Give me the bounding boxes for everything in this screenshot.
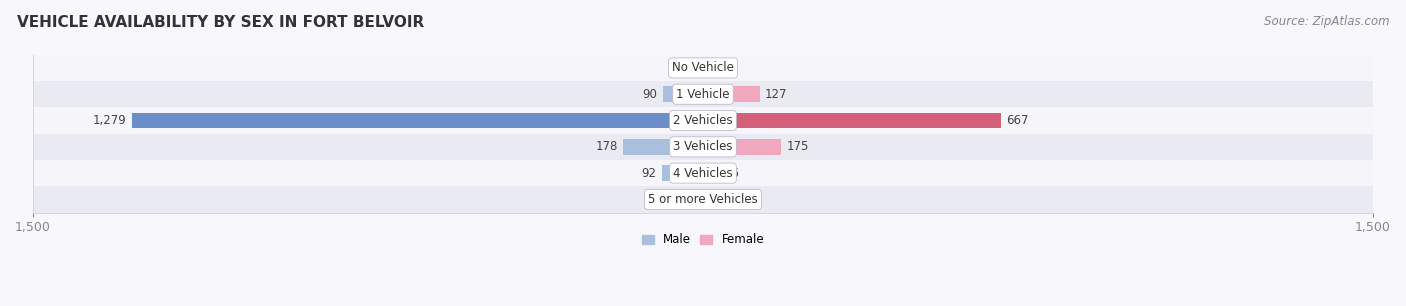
Bar	[32, 55, 1374, 81]
Bar	[662, 165, 703, 181]
Bar	[703, 60, 714, 76]
Legend: Male, Female: Male, Female	[637, 228, 769, 251]
Text: 5 or more Vehicles: 5 or more Vehicles	[648, 193, 758, 206]
Text: 90: 90	[643, 88, 658, 101]
Text: VEHICLE AVAILABILITY BY SEX IN FORT BELVOIR: VEHICLE AVAILABILITY BY SEX IN FORT BELV…	[17, 15, 425, 30]
Bar	[692, 60, 703, 76]
Bar	[32, 81, 1374, 107]
Bar	[32, 107, 1374, 134]
Text: 667: 667	[1007, 114, 1029, 127]
Bar	[623, 139, 703, 155]
Bar	[32, 160, 1374, 186]
Text: 1 Vehicle: 1 Vehicle	[676, 88, 730, 101]
Text: 0: 0	[689, 193, 696, 206]
Text: No Vehicle: No Vehicle	[672, 62, 734, 74]
Text: 0: 0	[710, 193, 717, 206]
Text: 178: 178	[596, 140, 619, 153]
Text: 4 Vehicles: 4 Vehicles	[673, 167, 733, 180]
Bar	[32, 186, 1374, 213]
Text: 127: 127	[765, 88, 787, 101]
Bar	[132, 113, 703, 129]
Bar	[703, 86, 759, 102]
Text: 175: 175	[786, 140, 808, 153]
Text: 2 Vehicles: 2 Vehicles	[673, 114, 733, 127]
Text: 3 Vehicles: 3 Vehicles	[673, 140, 733, 153]
Text: 1,279: 1,279	[93, 114, 127, 127]
Bar	[662, 86, 703, 102]
Bar	[32, 134, 1374, 160]
Bar	[703, 113, 1001, 129]
Text: Source: ZipAtlas.com: Source: ZipAtlas.com	[1264, 15, 1389, 28]
Text: 92: 92	[641, 167, 657, 180]
Text: 36: 36	[724, 167, 740, 180]
Bar	[703, 139, 782, 155]
Bar	[703, 165, 718, 181]
Text: 24: 24	[672, 62, 688, 74]
Text: 24: 24	[718, 62, 734, 74]
